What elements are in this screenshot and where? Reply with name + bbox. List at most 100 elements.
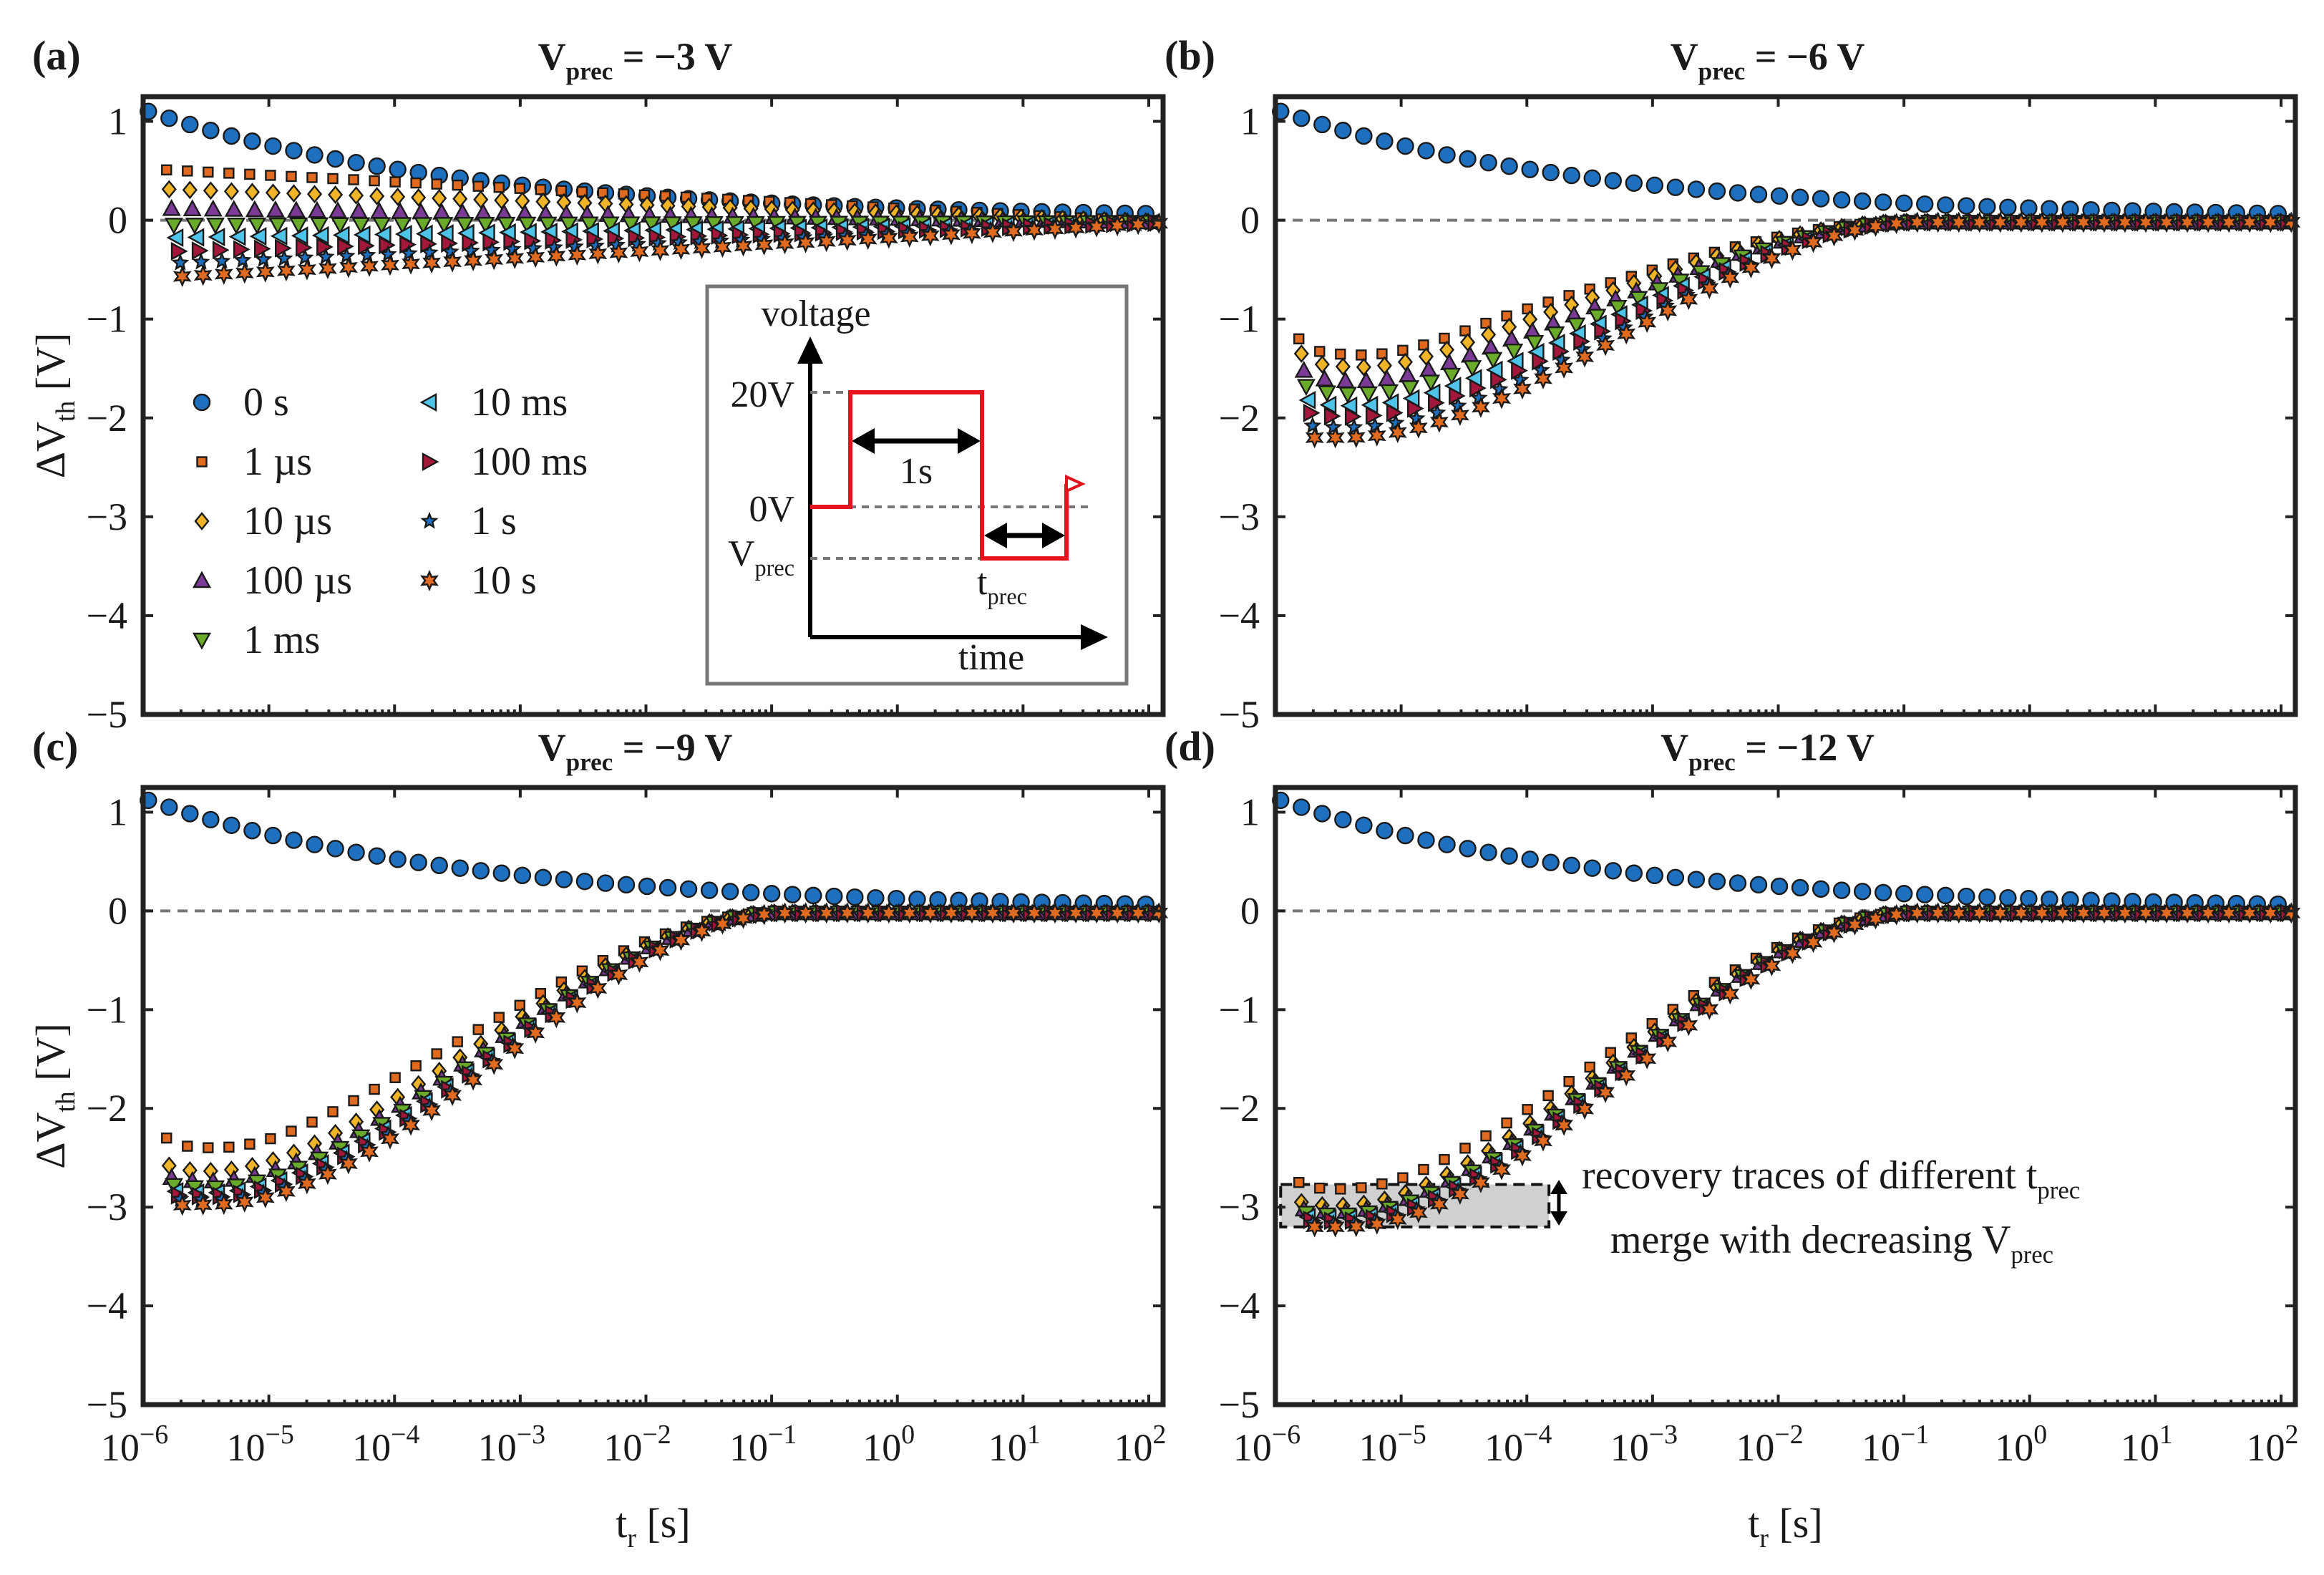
data-point [256,261,275,283]
data-point [1479,154,1497,172]
data-point [223,127,240,145]
x-tick-label: 10−5 [227,1420,294,1469]
data-point [2073,902,2093,924]
data-point [734,235,753,257]
data-point [1762,954,1781,976]
data-point [349,201,369,219]
data-point [349,186,364,205]
data-point [381,254,399,276]
data-point [1990,902,2010,924]
data-point [351,217,371,235]
data-point [568,992,587,1014]
data-point [858,902,877,924]
data-point [1617,323,1636,345]
data-point [1534,1130,1552,1152]
data-point [268,217,288,235]
data-point [538,216,558,234]
data-point [514,999,525,1011]
data-point [1463,360,1482,377]
data-point [1700,998,1719,1020]
data-point [434,217,454,234]
data-point [1324,417,1343,435]
data-point [1409,417,1428,439]
data-point [1317,385,1336,403]
data-point [2073,211,2093,233]
data-point [1472,1171,1490,1193]
data-point [2032,902,2051,924]
data-point [1355,816,1373,835]
y-tick-label: 0 [1240,199,1260,242]
data-point [291,226,308,246]
data-point [414,217,433,234]
data-point [1376,348,1388,359]
data-point [1386,413,1405,431]
data-point [1319,395,1337,415]
axes-frame [1273,94,2298,717]
duration-tprec-arrow-head [984,523,1007,548]
data-point [202,810,220,829]
data-point [389,160,407,178]
data-point [318,1163,337,1186]
data-point [420,243,439,261]
legend-entry: 1 µs [196,440,312,484]
data-point [369,1083,380,1095]
data-point [348,174,359,185]
data-point [254,250,273,268]
data-point [941,902,961,924]
data-point [228,227,246,246]
data-point [1442,367,1462,385]
data-point [2240,211,2260,233]
data-point [1791,878,1809,897]
data-point [185,218,204,235]
data-point [1887,213,1906,235]
data-point [285,142,303,160]
data-point [1421,374,1441,392]
data-point [1687,871,1706,888]
data-point [311,226,329,245]
legend-marker [194,512,210,530]
data-point [2261,902,2280,924]
data-point [1025,902,1044,924]
data-point [1472,396,1490,418]
data-point [1555,357,1574,379]
data-point [235,262,254,284]
x-tick-label: 10−3 [478,1420,545,1469]
panel-title: Vprec = −12 V [1661,726,1875,776]
data-point [389,850,407,868]
data-point [348,1095,359,1107]
panel-title: Vprec = −3 V [538,35,733,85]
data-point [1542,163,1560,182]
data-point [161,164,172,176]
data-point [658,878,677,897]
data-point [1313,805,1331,823]
data-point [1346,1216,1366,1238]
x-tick-label: 10−1 [1862,1420,1929,1469]
data-point [754,903,774,926]
data-point [609,242,628,263]
data-point [1604,172,1622,190]
data-point [1087,902,1107,924]
data-point [2136,211,2155,233]
x-axis-label: tr [s] [616,1500,690,1554]
data-point [248,217,267,235]
data-point [243,132,261,150]
data-point [1978,198,1996,215]
data-point [224,200,243,217]
y-tick-label: −4 [87,594,127,637]
data-point [1937,886,1955,905]
data-point [2094,902,2114,924]
data-point [265,170,276,181]
data-point [1666,868,1685,886]
data-point [1294,360,1313,378]
data-point [223,816,240,835]
data-point [181,115,199,134]
data-point [166,228,184,248]
data-point [505,1037,525,1060]
data-point [559,216,578,234]
legend: 0 s 1 µs 10 µs 100 µs 1 ms 10 ms 100 ms 1 s 10 s [192,380,588,662]
data-point [1916,886,1934,903]
data-point [1417,831,1435,849]
data-point [1679,1014,1698,1037]
data-point [492,864,511,882]
